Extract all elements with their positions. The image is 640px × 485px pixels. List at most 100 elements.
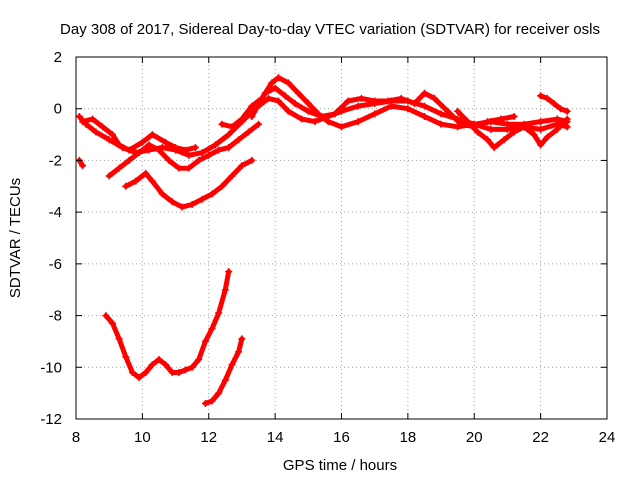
data-point [135, 374, 143, 382]
data-point [563, 107, 571, 115]
data-point [397, 94, 405, 102]
x-tick-label: 8 [72, 429, 80, 446]
data-point [109, 319, 117, 327]
data-point [500, 136, 508, 144]
data-point [182, 146, 190, 154]
data-point [484, 136, 492, 144]
data-point [138, 138, 146, 146]
data-point [185, 164, 193, 172]
x-tick-label: 22 [532, 429, 549, 446]
series-line [103, 269, 232, 381]
data-point [371, 110, 379, 118]
data-point [281, 92, 289, 100]
data-point [225, 131, 233, 139]
data-point [503, 125, 511, 133]
data-point [238, 115, 246, 123]
data-point [205, 151, 213, 159]
data-point [510, 128, 518, 136]
data-point [371, 97, 379, 105]
data-point [248, 102, 256, 110]
data-point [248, 112, 256, 120]
data-point [102, 312, 110, 320]
data-point [264, 94, 272, 102]
data-point [228, 172, 236, 180]
data-point [411, 100, 419, 108]
data-point [318, 112, 326, 120]
data-point [89, 115, 97, 123]
data-point [208, 190, 216, 198]
data-point [384, 97, 392, 105]
series-track-a [75, 94, 571, 159]
data-point [420, 89, 428, 97]
series-track-c [105, 120, 263, 180]
data-point [191, 144, 199, 151]
series-track-g [454, 107, 571, 151]
data-point [274, 74, 282, 82]
data-point [457, 120, 465, 128]
data-point [271, 84, 279, 92]
data-point [338, 123, 345, 131]
data-point [215, 389, 223, 397]
x-tick-label: 10 [134, 429, 151, 446]
data-point [235, 348, 243, 356]
data-point [182, 366, 190, 374]
data-point [537, 125, 545, 133]
data-point [248, 156, 256, 164]
data-point [148, 361, 156, 369]
data-point [304, 107, 312, 115]
data-point [238, 335, 246, 343]
series-track-j [102, 268, 233, 382]
data-point [437, 120, 445, 128]
data-point [109, 131, 117, 139]
data-point [115, 164, 123, 172]
y-tick-label: 2 [54, 49, 62, 66]
data-point [208, 325, 216, 332]
data-point [484, 118, 492, 126]
y-axis-label: SDTVAR / TECUs [7, 178, 24, 298]
data-point [128, 368, 136, 376]
data-point [354, 118, 362, 126]
data-point [294, 89, 302, 97]
data-point [354, 102, 362, 110]
series-track-b [79, 115, 199, 154]
data-series [75, 74, 571, 407]
data-point [218, 120, 226, 128]
data-point [188, 200, 196, 208]
data-point [125, 146, 133, 154]
data-point [92, 128, 100, 136]
data-point [155, 356, 163, 364]
data-point [225, 268, 233, 276]
data-point [115, 141, 123, 149]
data-point [520, 123, 528, 131]
data-point [311, 118, 319, 126]
data-point [218, 182, 226, 190]
data-point [148, 177, 156, 185]
data-point [185, 151, 193, 159]
data-point [99, 123, 107, 131]
series-track-k [201, 335, 246, 407]
data-point [324, 118, 332, 126]
data-point [387, 102, 395, 110]
y-tick-label: -4 [49, 204, 62, 221]
y-tick-label: 0 [54, 101, 62, 118]
data-point [211, 141, 219, 149]
data-point [155, 146, 163, 154]
data-point [105, 172, 113, 180]
data-point [487, 125, 495, 133]
data-point [125, 156, 133, 164]
x-tick-label: 12 [200, 429, 217, 446]
data-point [474, 128, 482, 136]
y-tick-label: -10 [40, 359, 62, 376]
data-point [420, 102, 428, 110]
series-track-i [218, 97, 263, 131]
series-line [106, 121, 261, 179]
data-point [162, 361, 170, 369]
grid-lines [76, 57, 607, 419]
data-point [162, 138, 170, 146]
y-tick-label: -8 [49, 308, 62, 325]
data-point [537, 118, 545, 126]
data-point [357, 94, 365, 102]
data-point [195, 156, 203, 164]
data-point [344, 97, 352, 105]
